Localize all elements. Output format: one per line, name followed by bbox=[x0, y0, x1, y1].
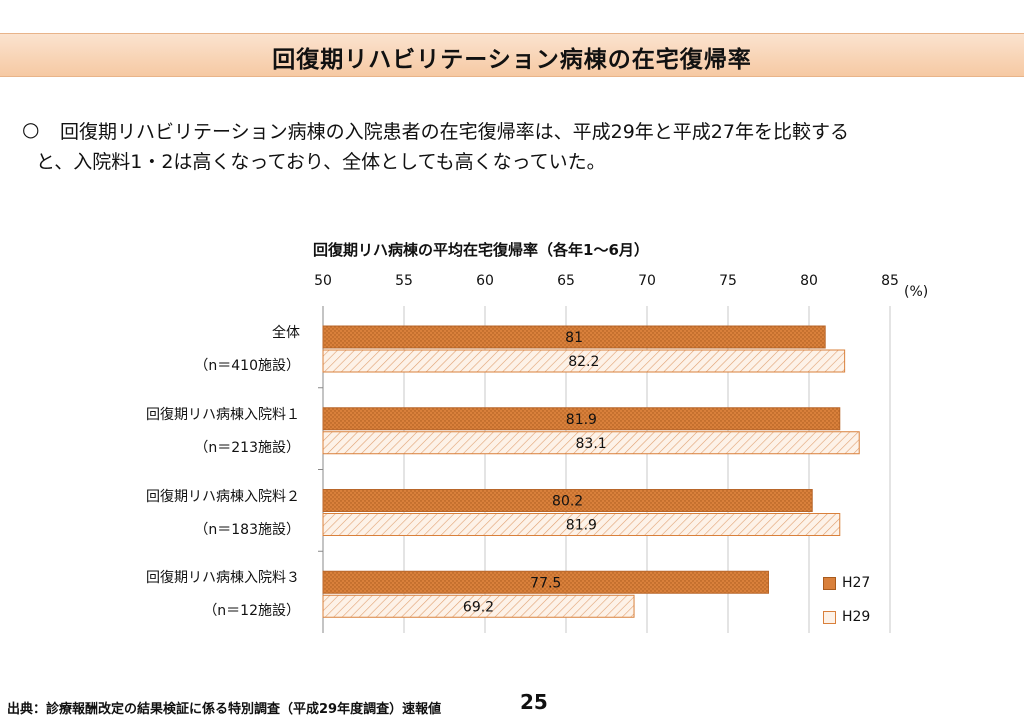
title-bar bbox=[0, 33, 1024, 77]
lead-text-line1: 回復期リハビリテーション病棟の入院患者の在宅復帰率は、平成29年と平成27年を比… bbox=[60, 121, 849, 143]
source-note: 出典：診療報酬改定の結果検証に係る特別調査（平成29年度調査）速報値 bbox=[7, 702, 442, 717]
legend-item-h29: H29 bbox=[823, 609, 870, 625]
bar-h27 bbox=[322, 325, 826, 349]
data-label-h29: 81.9 bbox=[566, 518, 597, 534]
x-tick-label: 80 bbox=[800, 273, 818, 289]
data-label-h27: 80.2 bbox=[552, 494, 583, 510]
x-tick-label: 85 bbox=[881, 273, 899, 289]
data-label-h29: 83.1 bbox=[576, 436, 607, 452]
bar-h27 bbox=[322, 570, 769, 594]
bar-h27 bbox=[322, 407, 841, 431]
bar-h29 bbox=[322, 513, 841, 536]
x-tick-label: 50 bbox=[314, 273, 332, 289]
x-tick-label: 70 bbox=[638, 273, 656, 289]
legend-item-h27: H27 bbox=[823, 575, 870, 591]
unit-label: (%) bbox=[904, 284, 929, 300]
category-sublabel: （n＝12施設） bbox=[203, 603, 300, 620]
x-tick-label: 55 bbox=[395, 273, 413, 289]
data-label-h27: 81 bbox=[565, 330, 583, 346]
bar-h29 bbox=[322, 349, 846, 373]
chart-title: 回復期リハ病棟の平均在宅復帰率（各年1～6月） bbox=[313, 241, 649, 259]
legend-swatch-h29 bbox=[823, 610, 836, 624]
page-number: 25 bbox=[520, 690, 548, 714]
legend-label-h29: H29 bbox=[842, 609, 871, 625]
category-label: 回復期リハ病棟入院料３ bbox=[146, 570, 300, 587]
category-sublabel: （n＝410施設） bbox=[194, 358, 300, 374]
data-label-h27: 81.9 bbox=[566, 412, 597, 428]
x-tick-label: 75 bbox=[719, 273, 737, 289]
category-label: 回復期リハ病棟入院料２ bbox=[146, 488, 300, 505]
data-label-h29: 82.2 bbox=[568, 354, 599, 370]
page-title: 回復期リハビリテーション病棟の在宅復帰率 bbox=[272, 47, 752, 73]
bar-h29 bbox=[322, 594, 635, 618]
lead-text-line2: と、入院料1・2は高くなっており、全体としても高くなっていた。 bbox=[36, 151, 606, 173]
bar-h27 bbox=[322, 489, 813, 512]
x-tick-label: 60 bbox=[476, 273, 494, 289]
data-label-h27: 77.5 bbox=[530, 575, 561, 591]
category-sublabel: （n＝183施設） bbox=[194, 521, 300, 538]
bar-h29 bbox=[322, 431, 860, 455]
legend-swatch-h27 bbox=[823, 576, 836, 590]
category-label: 回復期リハ病棟入院料１ bbox=[146, 406, 300, 423]
category-sublabel: （n＝213施設） bbox=[194, 439, 300, 456]
bullet-mark: ○ bbox=[22, 117, 40, 141]
data-label-h29: 69.2 bbox=[463, 599, 494, 615]
category-label: 全体 bbox=[272, 325, 300, 341]
legend-label-h27: H27 bbox=[842, 575, 871, 591]
x-tick-label: 65 bbox=[557, 273, 575, 289]
